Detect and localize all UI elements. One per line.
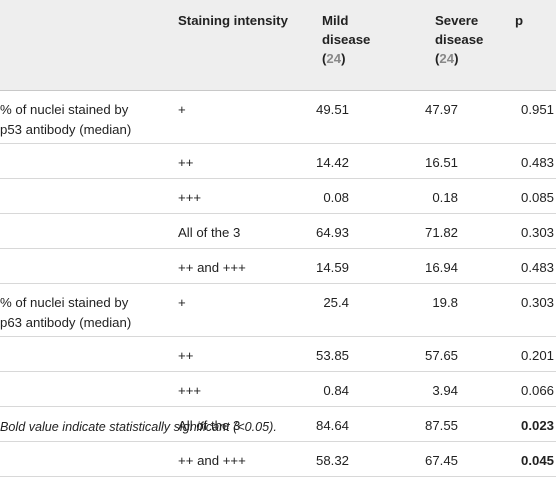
row-intensity: ++ and +++ xyxy=(178,453,246,468)
header-severe-line1: Severe xyxy=(435,13,479,28)
row-intensity: ++ xyxy=(178,155,194,170)
row-label-line2: p53 antibody (median) xyxy=(0,122,132,137)
row-intensity: ++ xyxy=(178,348,194,363)
row-mild-value: 58.32 xyxy=(315,453,349,468)
severe-n-link[interactable]: 24 xyxy=(439,51,455,66)
header-mild-line2: disease xyxy=(322,32,371,47)
row-mild-value: 84.64 xyxy=(315,418,349,433)
header-mild-count: (24) xyxy=(322,51,346,66)
table-footnote: Bold value indicate statistically signif… xyxy=(0,420,277,434)
row-label: % of nuclei stained by p53 antibody (medi… xyxy=(0,100,170,140)
row-p-value: 0.303 xyxy=(520,295,554,310)
table-row: ++ and +++ 14.59 16.94 0.483 xyxy=(0,249,556,284)
table-row: +++ 0.84 3.94 0.066 xyxy=(0,372,556,407)
row-severe-value: 3.94 xyxy=(432,383,458,398)
row-mild-value: 53.85 xyxy=(315,348,349,363)
row-severe-value: 19.8 xyxy=(432,295,458,310)
table-header: Staining intensity Mild disease (24) Sev… xyxy=(0,0,556,91)
header-mild-disease: Mild disease (24) xyxy=(322,11,370,68)
row-label-line2: p63 antibody (median) xyxy=(0,315,132,330)
table-row: ++ and +++ 58.32 67.45 0.045 xyxy=(0,442,556,477)
row-label-line1: % of nuclei stained by xyxy=(0,102,129,117)
row-intensity: + xyxy=(178,102,186,117)
row-p-value: 0.066 xyxy=(520,383,554,398)
row-intensity: + xyxy=(178,295,186,310)
header-severe-disease: Severe disease (24) xyxy=(435,11,483,68)
header-mild-line1: Mild xyxy=(322,13,349,28)
table-row: % of nuclei stained by p53 antibody (medi… xyxy=(0,91,556,144)
row-intensity: ++ and +++ xyxy=(178,260,246,275)
row-severe-value: 16.51 xyxy=(424,155,458,170)
row-mild-value: 25.4 xyxy=(323,295,349,310)
row-severe-value: 57.65 xyxy=(424,348,458,363)
row-p-value: 0.303 xyxy=(520,225,554,240)
table-row: ++ 14.42 16.51 0.483 xyxy=(0,144,556,179)
row-p-value: 0.085 xyxy=(520,190,554,205)
row-mild-value: 14.42 xyxy=(315,155,349,170)
row-intensity: +++ xyxy=(178,190,202,205)
row-p-value: 0.201 xyxy=(520,348,554,363)
table-row: ++ 53.85 57.65 0.201 xyxy=(0,337,556,372)
row-mild-value: 64.93 xyxy=(315,225,349,240)
row-intensity: +++ xyxy=(178,383,202,398)
header-staining-intensity: Staining intensity xyxy=(178,13,288,28)
header-p: p xyxy=(515,13,524,28)
row-intensity: All of the 3 xyxy=(178,418,241,433)
row-label: % of nuclei stained by p63 antibody (medi… xyxy=(0,293,170,333)
row-intensity: All of the 3 xyxy=(178,225,241,240)
row-label-line1: % of nuclei stained by xyxy=(0,295,129,310)
row-p-value: 0.023 xyxy=(520,418,554,433)
row-severe-value: 87.55 xyxy=(424,418,458,433)
row-severe-value: 0.18 xyxy=(432,190,458,205)
row-mild-value: 14.59 xyxy=(315,260,349,275)
table-row: % of nuclei stained by p63 antibody (medi… xyxy=(0,284,556,337)
row-p-value: 0.483 xyxy=(520,260,554,275)
row-severe-value: 47.97 xyxy=(424,102,458,117)
row-mild-value: 49.51 xyxy=(315,102,349,117)
header-severe-line2: disease xyxy=(435,32,484,47)
header-severe-count: (24) xyxy=(435,51,459,66)
row-mild-value: 0.84 xyxy=(323,383,349,398)
row-p-value: 0.483 xyxy=(520,155,554,170)
table-row: All of the 3 64.93 71.82 0.303 xyxy=(0,214,556,249)
row-severe-value: 71.82 xyxy=(424,225,458,240)
row-p-value: 0.951 xyxy=(520,102,554,117)
row-mild-value: 0.08 xyxy=(323,190,349,205)
row-severe-value: 16.94 xyxy=(424,260,458,275)
table-row: +++ 0.08 0.18 0.085 xyxy=(0,179,556,214)
row-p-value: 0.045 xyxy=(520,453,554,468)
mild-n-link[interactable]: 24 xyxy=(326,51,342,66)
row-severe-value: 67.45 xyxy=(424,453,458,468)
